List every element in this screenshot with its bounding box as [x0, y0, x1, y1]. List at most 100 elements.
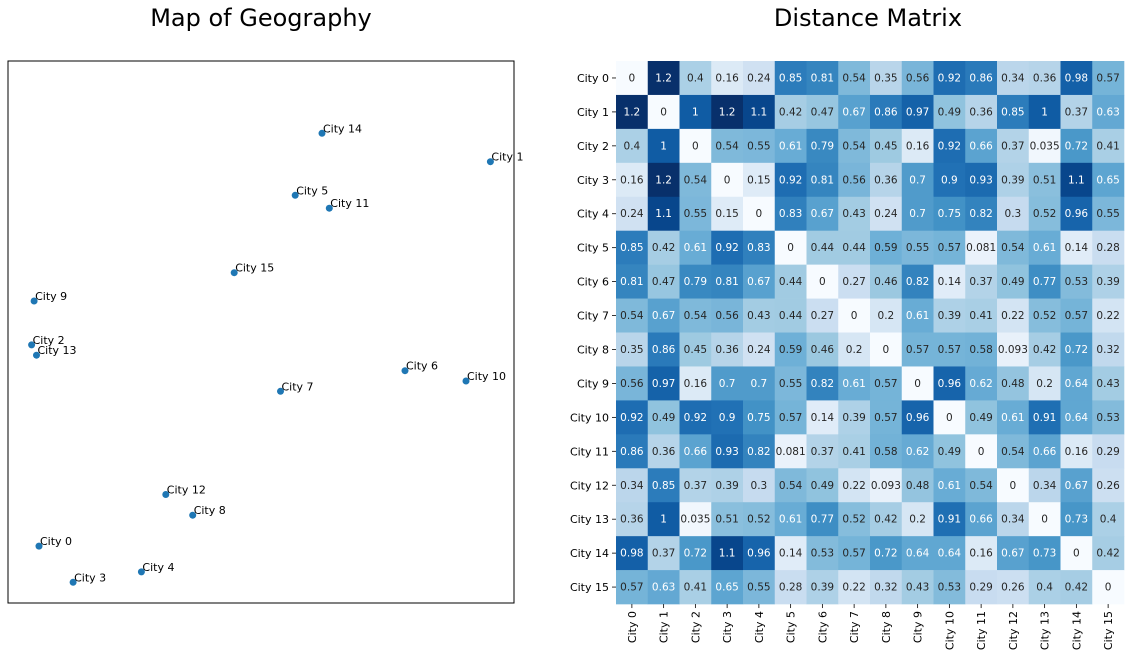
- heatmap-cell: [647, 61, 680, 96]
- heatmap-cell: [806, 61, 839, 96]
- heatmap-cell: [997, 570, 1030, 605]
- heatmap-cell: [806, 298, 839, 333]
- heatmap-row-label: City 14: [570, 547, 609, 560]
- heatmap-cell: [774, 61, 807, 96]
- heatmap-cell-value: 0.24: [747, 72, 771, 84]
- heatmap-cell-value: 1.2: [655, 174, 672, 186]
- heatmap-cell: [997, 468, 1030, 503]
- heatmap-cell: [965, 434, 998, 469]
- heatmap-cell-value: 0.28: [1096, 242, 1119, 254]
- heatmap-cell: [901, 61, 934, 96]
- city-point-label: City 2: [33, 334, 65, 347]
- heatmap-cell-value: 0.54: [684, 174, 708, 186]
- heatmap-cell: [774, 536, 807, 571]
- heatmap-cell-value: 0.92: [715, 242, 738, 254]
- heatmap-cell: [838, 570, 871, 605]
- heatmap-row-label: City 10: [570, 411, 609, 424]
- heatmap-cell-value: 0: [819, 276, 826, 288]
- heatmap-cell: [838, 434, 871, 469]
- city-point: [486, 158, 494, 166]
- heatmap-cell-value: 0.15: [747, 174, 770, 186]
- heatmap-col-label: City 1: [658, 611, 671, 643]
- heatmap-cell: [743, 298, 776, 333]
- heatmap-cell-value: 0.56: [906, 72, 930, 84]
- heatmap-cell: [870, 468, 903, 503]
- heatmap-cell-value: 0.63: [652, 582, 675, 594]
- heatmap-cell: [774, 332, 807, 367]
- heatmap-cell: [616, 536, 649, 571]
- heatmap-cell: [711, 536, 744, 571]
- heatmap-cell: [1028, 502, 1061, 537]
- heatmap-cell-value: 0.45: [874, 140, 897, 152]
- city-point-label: City 6: [406, 360, 438, 373]
- heatmap-cell: [743, 434, 776, 469]
- heatmap-cell-value: 0.58: [874, 446, 897, 458]
- heatmap-cell-value: 0.93: [969, 174, 992, 186]
- heatmap-cell-value: 0.97: [906, 106, 929, 118]
- heatmap-cell: [711, 230, 744, 265]
- heatmap-cell-value: 1: [660, 514, 667, 526]
- heatmap-cell-value: 0.42: [1096, 548, 1119, 560]
- heatmap-row-label: City 11: [570, 445, 609, 458]
- heatmap-cell-value: 0.35: [874, 72, 897, 84]
- heatmap-cell-value: 0.14: [811, 412, 835, 424]
- heatmap-row-label: City 3: [577, 174, 609, 187]
- heatmap-cell: [806, 332, 839, 367]
- heatmap-cell-value: 0.52: [1033, 310, 1056, 322]
- heatmap-cell-value: 0.54: [1001, 446, 1025, 458]
- heatmap-cell: [711, 400, 744, 435]
- heatmap-cell-value: 0.66: [1033, 446, 1057, 458]
- heatmap-cell-value: 0.39: [1096, 276, 1119, 288]
- heatmap-cell-value: 0.37: [1065, 106, 1088, 118]
- heatmap-col-label: City 11: [975, 611, 988, 650]
- heatmap-cell-value: 0.61: [779, 140, 802, 152]
- heatmap-cell-value: 0.55: [684, 208, 707, 220]
- heatmap-cell-value: 0.46: [874, 276, 898, 288]
- heatmap-cell-value: 0.49: [652, 412, 675, 424]
- map-plot-frame: [7, 60, 515, 604]
- heatmap-cell: [647, 570, 680, 605]
- heatmap-cell: [965, 94, 998, 130]
- heatmap-cell: [774, 94, 807, 130]
- heatmap-cell: [616, 196, 649, 231]
- heatmap-cell: [1028, 400, 1061, 435]
- heatmap-cell: [870, 400, 903, 435]
- heatmap-row-label: City 5: [577, 242, 609, 255]
- heatmap-cell-value: 0.52: [842, 514, 865, 526]
- heatmap-cell-value: 0.85: [1001, 106, 1024, 118]
- heatmap-cell-value: 0.36: [715, 344, 739, 356]
- heatmap-cell: [965, 332, 998, 367]
- heatmap-cell: [806, 94, 839, 130]
- heatmap-cell: [997, 400, 1030, 435]
- city-point-label: City 10: [467, 370, 506, 383]
- heatmap-cell-value: 0: [851, 310, 858, 322]
- heatmap-cell-value: 0.035: [680, 514, 710, 526]
- heatmap-cell-value: 0.64: [906, 548, 930, 560]
- heatmap-cell-value: 1.1: [751, 106, 768, 118]
- heatmap-cell: [901, 536, 934, 571]
- heatmap-cell-value: 0.093: [998, 344, 1028, 356]
- heatmap-cell: [679, 400, 712, 435]
- heatmap-cell: [1092, 468, 1125, 503]
- heatmap-title: Distance Matrix: [774, 4, 962, 32]
- heatmap-cell: [838, 536, 871, 571]
- heatmap-cell: [965, 128, 998, 164]
- heatmap-cell: [679, 196, 712, 231]
- heatmap-cell-value: 0.85: [652, 480, 675, 492]
- heatmap-cell-value: 1.2: [719, 106, 736, 118]
- heatmap-cell-value: 0.54: [1001, 242, 1025, 254]
- heatmap-cell: [965, 162, 998, 198]
- heatmap-cells-layer: 0 1.2 0.4 0.16 0.24 0.85 0.81 0.54 0.35 0.56 0.92 0…: [616, 61, 1125, 605]
- heatmap-cell-value: 0.9: [941, 174, 958, 186]
- heatmap-cell: [711, 196, 744, 231]
- heatmap-cell: [1028, 468, 1061, 503]
- heatmap-cell: [616, 400, 649, 435]
- heatmap-cell-value: 0.14: [938, 276, 962, 288]
- heatmap-cell: [997, 264, 1030, 299]
- city-point: [462, 377, 470, 385]
- heatmap-cell-value: 0.2: [846, 344, 863, 356]
- heatmap-cell-value: 0.16: [969, 548, 993, 560]
- heatmap-cell-value: 0.37: [652, 548, 675, 560]
- heatmap-cell-value: 0: [883, 344, 890, 356]
- heatmap-cell-value: 0: [724, 174, 731, 186]
